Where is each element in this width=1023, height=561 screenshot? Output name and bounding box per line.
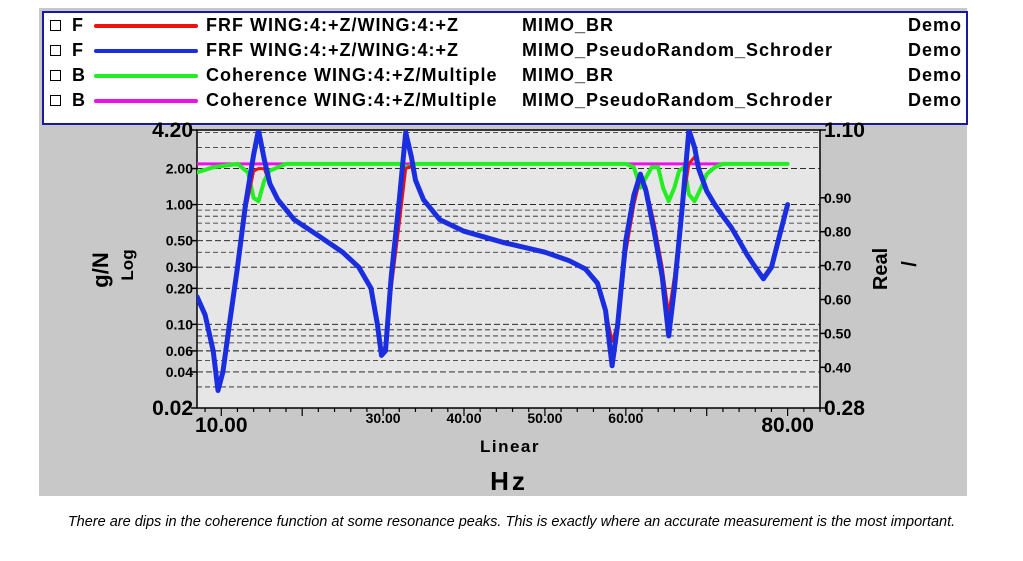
left-tick-label: 0.06 [166, 343, 193, 359]
x-tick-label: 40.00 [446, 410, 481, 426]
legend-flag: F [72, 15, 84, 35]
legend-source: MIMO_BR [522, 65, 614, 85]
x-axis-unit: Hz [490, 466, 528, 496]
legend-row: B Coherence WING:4:+Z/Multiple MIMO_BR Demo [44, 64, 966, 88]
left-tick-label: 0.10 [166, 316, 193, 332]
left-tick-label: 4.20 [152, 119, 193, 142]
legend-flag: B [72, 65, 86, 85]
legend-project: Demo [908, 90, 963, 110]
legend-row: F FRF WING:4:+Z/WING:4:+Z MIMO_BR Demo [44, 14, 966, 38]
series-line-1 [197, 130, 791, 393]
legend-project: Demo [908, 65, 963, 85]
left-tick-label: 0.30 [166, 259, 193, 275]
legend-row: F FRF WING:4:+Z/WING:4:+Z MIMO_PseudoRando… [44, 39, 966, 63]
series-line-2 [197, 161, 790, 204]
legend-checkbox[interactable] [50, 95, 61, 106]
right-scale-label: / [899, 261, 921, 267]
plot-area [196, 129, 821, 409]
legend-name: FRF WING:4:+Z/WING:4:+Z [206, 40, 459, 60]
right-axis-label: Real [870, 248, 892, 290]
legend-line-swatch [94, 49, 198, 53]
legend-line-swatch [94, 99, 198, 103]
figure-caption: There are dips in the coherence function… [67, 514, 956, 530]
legend-project: Demo [908, 40, 963, 60]
x-tick-label: 10.00 [195, 414, 248, 437]
legend-row: B Coherence WING:4:+Z/Multiple MIMO_Pseudo… [44, 89, 966, 113]
legend-flag: F [72, 40, 84, 60]
left-axis-label: g/N [88, 252, 113, 287]
right-tick-label: 0.70 [824, 258, 851, 274]
right-tick-label: 0.90 [824, 190, 851, 206]
right-tick-label: 0.28 [824, 397, 865, 420]
left-scale-label: Log [118, 249, 137, 280]
x-tick-label: 60.00 [608, 410, 643, 426]
legend-name: Coherence WING:4:+Z/Multiple [206, 90, 498, 110]
legend-line-swatch [94, 24, 198, 28]
legend-flag: B [72, 90, 86, 110]
right-tick-label: 0.60 [824, 292, 851, 308]
chart-svg: 4.20 2.00 1.00 0.50 0.30 0.20 0.10 0.06 0.04 0.02… [88, 119, 921, 496]
legend-checkbox[interactable] [50, 70, 61, 81]
legend-checkbox[interactable] [50, 20, 61, 31]
x-scale-label: Linear [480, 437, 540, 456]
right-tick-label: 0.50 [824, 325, 851, 341]
right-tick-label: 0.80 [824, 224, 851, 240]
left-tick-label: 0.04 [166, 364, 193, 380]
legend-checkbox[interactable] [50, 45, 61, 56]
left-tick-label: 1.00 [166, 197, 193, 213]
left-tick-label: 0.02 [152, 397, 193, 420]
right-tick-label: 1.10 [824, 119, 865, 142]
legend-source: MIMO_PseudoRandom_Schroder [522, 90, 834, 110]
legend-source: MIMO_PseudoRandom_Schroder [522, 40, 834, 60]
x-tick-label: 50.00 [527, 410, 562, 426]
left-tick-label: 0.50 [166, 233, 193, 249]
legend-source: MIMO_BR [522, 15, 614, 35]
legend: F FRF WING:4:+Z/WING:4:+Z MIMO_BR Demo F FRF … [42, 11, 968, 125]
right-tick-label: 0.40 [824, 359, 851, 375]
legend-project: Demo [908, 15, 963, 35]
x-tick-label: 80.00 [761, 414, 814, 437]
left-tick-label: 2.00 [166, 161, 193, 177]
legend-name: Coherence WING:4:+Z/Multiple [206, 65, 498, 85]
left-tick-label: 0.20 [166, 280, 193, 296]
legend-line-swatch [94, 74, 198, 78]
legend-name: FRF WING:4:+Z/WING:4:+Z [206, 15, 459, 35]
x-tick-label: 30.00 [366, 410, 401, 426]
